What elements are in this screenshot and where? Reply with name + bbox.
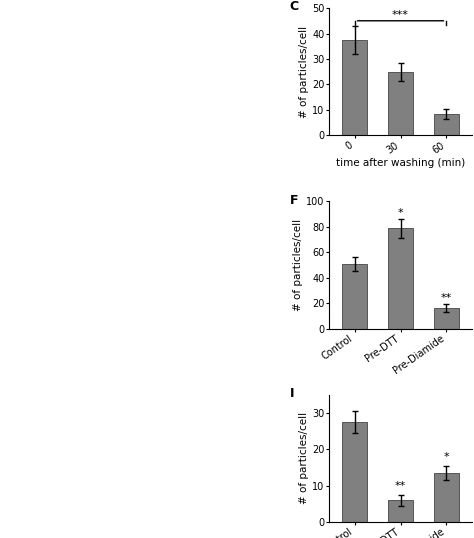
Bar <box>342 40 367 135</box>
Bar <box>388 72 413 135</box>
Bar <box>342 422 367 522</box>
Y-axis label: # of particles/cell: # of particles/cell <box>300 412 310 504</box>
Bar <box>434 114 459 135</box>
Text: I: I <box>290 387 294 400</box>
Bar <box>434 308 459 329</box>
Y-axis label: # of particles/cell: # of particles/cell <box>300 26 310 118</box>
Text: *: * <box>398 208 403 218</box>
Bar <box>388 500 413 522</box>
Text: **: ** <box>395 481 406 491</box>
Bar <box>342 264 367 329</box>
Y-axis label: # of particles/cell: # of particles/cell <box>293 219 303 311</box>
Text: ***: *** <box>392 10 409 20</box>
Text: F: F <box>290 194 298 207</box>
Text: **: ** <box>441 293 452 303</box>
X-axis label: time after washing (min): time after washing (min) <box>336 158 465 168</box>
Bar <box>388 228 413 329</box>
Text: *: * <box>444 452 449 462</box>
Text: C: C <box>290 1 299 13</box>
Bar <box>434 473 459 522</box>
